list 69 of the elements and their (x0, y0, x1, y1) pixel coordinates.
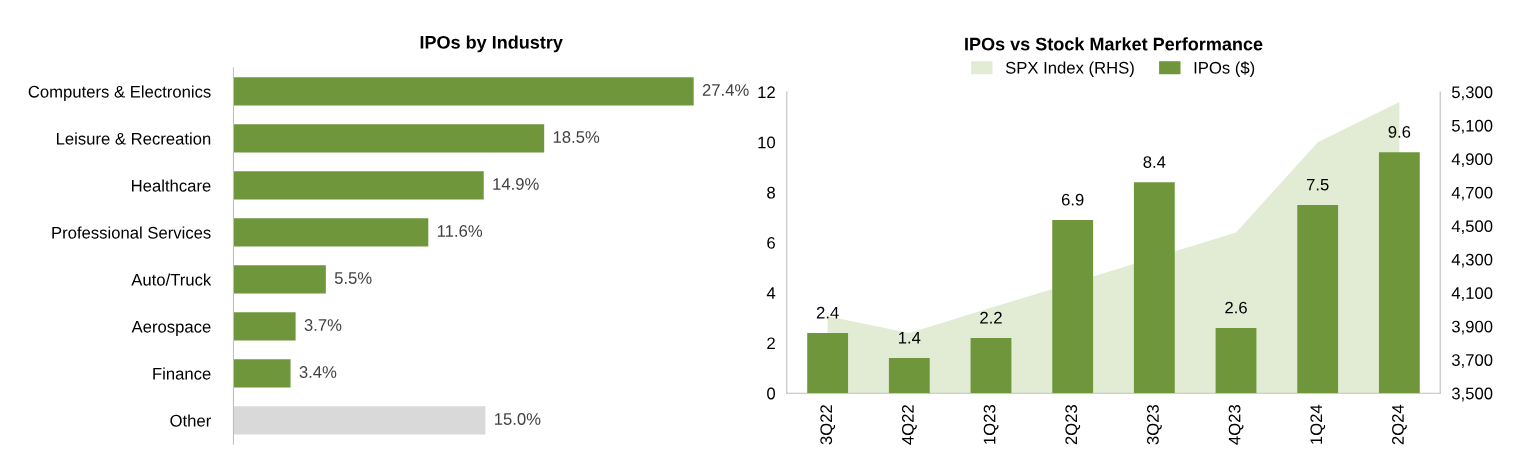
data-label: 14.9% (493, 178, 539, 190)
x-tick-label: 2Q23 (1065, 405, 1081, 445)
data-label: 2.4 (816, 306, 839, 319)
y-tick-label: 2 (767, 337, 775, 350)
bar (1297, 204, 1339, 394)
y2-tick-label: 4,700 (1451, 186, 1493, 201)
y-tick-label: 12 (758, 86, 775, 98)
bar (233, 77, 694, 106)
bar (233, 406, 486, 435)
x-tick-label: 1Q23 (983, 405, 999, 444)
data-label: 7.5 (1306, 178, 1329, 191)
x-tick-label: 3Q23 (1147, 405, 1162, 445)
bar (888, 358, 930, 394)
data-label: 9.6 (1388, 126, 1411, 138)
data-label: 3.7% (304, 319, 342, 331)
x-tick-label: 4Q22 (901, 405, 917, 445)
y-tick-label: Other (170, 414, 211, 427)
x-tick-label: 2Q24 (1392, 404, 1407, 445)
bar (1378, 152, 1420, 394)
data-label: 11.6% (437, 225, 483, 237)
data-label: 27.4% (702, 84, 749, 96)
y2-tick-label: 4,900 (1451, 153, 1493, 168)
y-tick-label: 0 (767, 387, 776, 400)
bar (1133, 182, 1175, 394)
y2-tick-label: 3,500 (1451, 387, 1493, 402)
bar (233, 312, 296, 341)
bar (1215, 327, 1257, 394)
data-label: 18.5% (553, 131, 600, 143)
data-label: 5.5% (334, 272, 372, 284)
data-label: 8.4 (1143, 156, 1166, 168)
y-tick-label: Computers & Electronics (28, 85, 211, 101)
data-label: 2.6 (1225, 301, 1247, 314)
y-tick-label: Finance (153, 367, 211, 380)
x-tick-label: 3Q22 (820, 405, 836, 445)
bar (807, 332, 849, 394)
y2-tick-label: 5,100 (1451, 119, 1493, 134)
y-tick-label: Professional Services (52, 226, 211, 239)
y2-tick-label: 4,500 (1451, 220, 1493, 235)
legend-label: SPX Index (RHS) (1005, 61, 1134, 77)
chart-title: IPOs by Industry (420, 35, 563, 53)
y-tick-label: 6 (767, 236, 775, 249)
y2-tick-label: 3,700 (1451, 354, 1493, 368)
bar (233, 359, 291, 388)
x-tick-label: 1Q24 (1310, 404, 1326, 444)
bar (970, 337, 1012, 394)
y-tick-label: Aerospace (131, 321, 211, 336)
y2-tick-label: 4,300 (1451, 253, 1493, 268)
x-tick-label: 4Q23 (1228, 405, 1244, 445)
y-tick-label: Auto/Truck (131, 273, 212, 286)
data-label: 6.9 (1061, 193, 1084, 206)
y2-tick-label: 5,300 (1451, 86, 1493, 101)
data-label: 1.4 (899, 332, 921, 344)
data-label: 15.0% (495, 413, 541, 425)
y-tick-label: 10 (758, 136, 776, 149)
chart-title: IPOs vs Stock Market Performance (965, 37, 1263, 51)
y-tick-label: 4 (766, 287, 776, 299)
legend-label: IPOs ($) (1194, 61, 1255, 77)
data-label: 2.2 (980, 311, 1002, 324)
bar (1052, 219, 1094, 394)
y-tick-label: 8 (767, 186, 775, 199)
bar (233, 218, 429, 247)
bar (233, 124, 545, 153)
y-tick-label: Healthcare (132, 179, 211, 192)
y2-tick-label: 4,100 (1451, 287, 1493, 301)
bar (233, 265, 326, 294)
data-label: 3.4% (299, 366, 337, 378)
bar (233, 171, 484, 200)
y-tick-label: Leisure & Recreation (56, 132, 211, 145)
y2-tick-label: 3,900 (1451, 320, 1493, 335)
